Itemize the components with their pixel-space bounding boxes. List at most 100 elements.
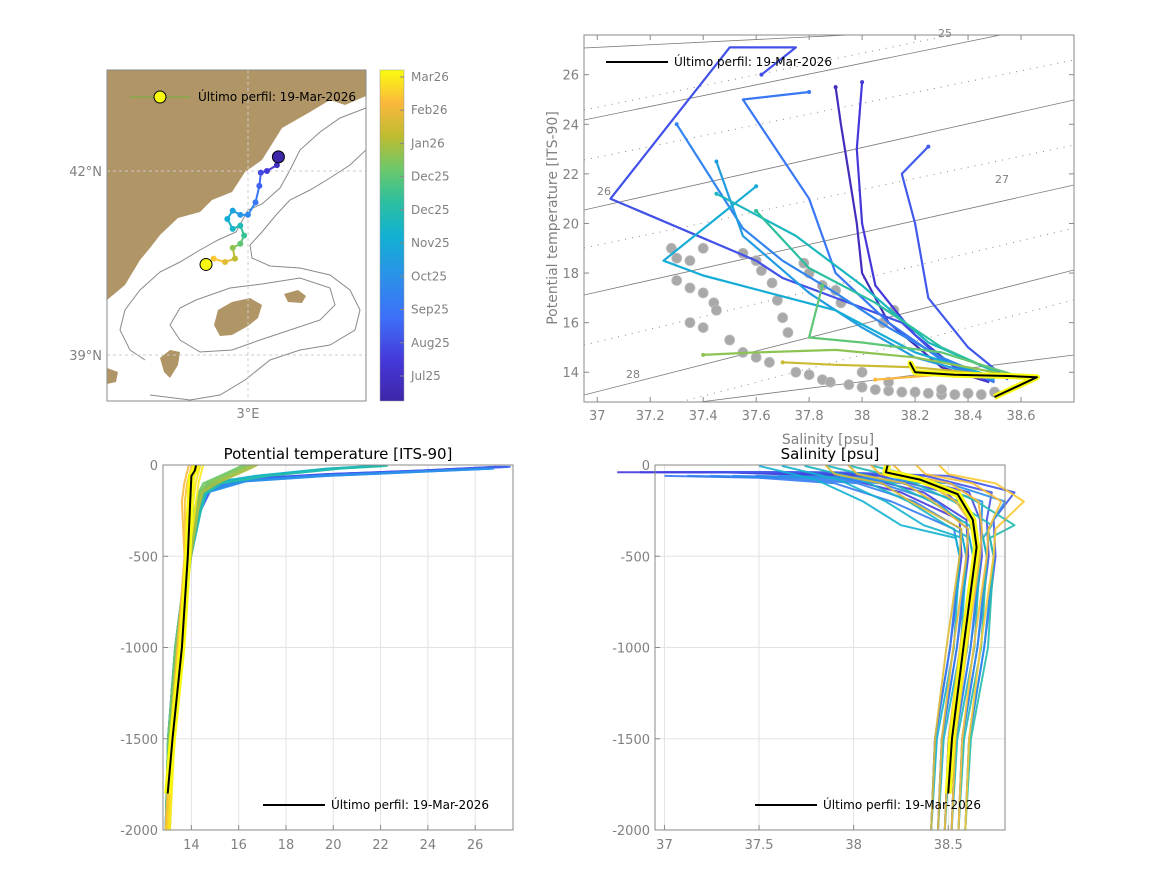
isopycnal-solid [584,99,1074,211]
xtick-label: 22 [372,838,389,853]
reference-point [843,379,855,391]
reference-point [764,356,775,368]
ts-xtick-label: 38 [854,409,871,424]
colorbar-tick-label: Dec25 [411,170,450,184]
ytick-label: -500 [128,550,158,565]
isopycnal-solid [584,35,1003,121]
profile-line [758,464,961,831]
ytick-label: -1500 [612,733,650,748]
map-legend: Último perfil: 19-Mar-2026 [130,89,356,104]
profile-line [915,464,1003,831]
land-mainland [107,70,366,300]
reference-point [790,366,802,378]
colorbar-tick-label: Jan26 [410,136,445,150]
track-point [263,167,270,174]
reference-point [936,384,947,396]
profile-line [732,474,981,831]
colorbar-tick-label: Oct25 [411,269,447,283]
profile-line [166,467,486,831]
reference-point [750,351,762,363]
xtick-label: 16 [230,838,247,853]
colorbar-tick-label: Jul25 [410,369,441,383]
ts-profile-surface-point [780,360,785,365]
reference-point [684,255,696,267]
reference-point [896,386,908,398]
reference-point [909,386,921,398]
reference-point [803,369,815,381]
track-point [237,211,244,218]
profile-line [164,467,480,831]
ytick-label: -1500 [120,733,158,748]
ytick-label: 0 [150,459,158,474]
profile-line [781,464,968,831]
track-point [273,162,280,169]
colorbar-tick-label: Nov25 [411,236,450,250]
track-point [237,240,244,247]
reference-point [671,252,683,264]
reference-point [766,277,778,289]
reference-point [756,265,767,276]
reference-point [684,282,696,294]
isobath-2 [149,149,366,401]
float-track [199,150,285,271]
profile-line [168,465,511,831]
isobath-1 [119,107,366,361]
map-legend-label: Último perfil: 19-Mar-2026 [198,89,356,104]
xtick-label: 37.5 [745,838,774,853]
map-frame [106,69,367,402]
ts-ytick-label: 20 [562,217,579,232]
ts-ytick-label: 18 [562,267,579,282]
ts-ytick-label: 16 [562,317,579,332]
reference-point [697,242,709,254]
ts-profile-surface-point [807,90,812,95]
track-point [229,244,236,251]
profile-line [824,464,963,831]
profile-line [166,465,503,831]
land-mainland-south [107,368,118,384]
xtick-label: 20 [325,838,342,853]
ts-xtick-label: 37.4 [689,409,718,424]
land-ibiza [160,350,180,378]
profile-line [685,471,983,831]
isopycnal-solid [584,184,1074,296]
reference-point [777,312,789,324]
xtick-label: 37 [656,838,673,853]
ytick-label: -2000 [120,824,158,839]
ts-ytick-label: 22 [562,168,579,183]
xtick-label: 38.5 [934,838,963,853]
reference-point [671,275,683,286]
reference-point [711,304,722,316]
ts-profile-surface-point [860,80,865,85]
ts-profile-surface-point [873,377,878,382]
map-ytick-39n: 39°N [69,349,102,364]
track-point [241,232,248,239]
salinity-profile: 37 37.5 38 38.5 0 -500 -1000 -1500 -2000 Salinit… [612,445,1025,853]
last-position-marker [199,257,213,271]
tp-title: Potential temperature [ITS-90] [224,445,453,463]
track-point [256,182,263,189]
reference-point [724,334,736,346]
ts-profile-surface-point [820,283,825,288]
ts-ytick-label: 26 [562,69,579,84]
ts-profile-line [755,210,1009,379]
ts-legend-label: Último perfil: 19-Mar-2026 [674,54,832,69]
ts-xtick-label: 37 [589,409,606,424]
reference-point [856,366,868,378]
isopycnal-label: 26 [597,185,611,198]
land-menorca [284,290,306,303]
profile-line [164,465,497,831]
reference-point [962,387,974,399]
profile-line [168,467,492,831]
ts-profile-line [609,46,995,384]
sp-title: Salinity [psu] [781,445,880,463]
isopycnal-dotted [584,227,1074,346]
isopycnal-dotted [584,59,1074,161]
first-position-marker [271,150,285,164]
xtick-label: 26 [467,838,484,853]
track-point [210,255,217,262]
track-point [237,222,244,229]
ytick-label: -1000 [120,642,158,657]
colorbar-tick-label: Mar26 [411,70,449,84]
profile-line [938,464,1025,831]
